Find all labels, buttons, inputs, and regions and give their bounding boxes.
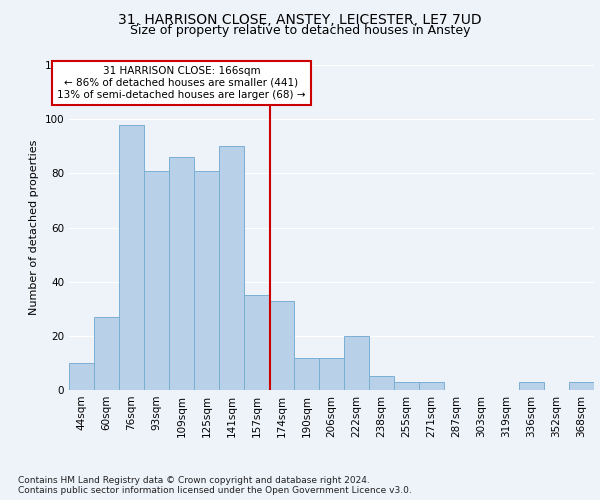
Bar [569,382,594,390]
Bar [69,363,94,390]
Bar [344,336,369,390]
Bar [169,157,194,390]
Bar [419,382,444,390]
Text: Size of property relative to detached houses in Anstey: Size of property relative to detached ho… [130,24,470,37]
Bar [319,358,344,390]
Bar [94,317,119,390]
Text: 31 HARRISON CLOSE: 166sqm
← 86% of detached houses are smaller (441)
13% of semi: 31 HARRISON CLOSE: 166sqm ← 86% of detac… [57,66,306,100]
Bar [369,376,394,390]
Bar [269,300,294,390]
Bar [244,295,269,390]
Text: Contains HM Land Registry data © Crown copyright and database right 2024.
Contai: Contains HM Land Registry data © Crown c… [18,476,412,495]
Bar [119,124,144,390]
Bar [519,382,544,390]
Bar [144,170,169,390]
Bar [194,170,219,390]
Text: 31, HARRISON CLOSE, ANSTEY, LEICESTER, LE7 7UD: 31, HARRISON CLOSE, ANSTEY, LEICESTER, L… [118,12,482,26]
Bar [294,358,319,390]
Bar [219,146,244,390]
Bar [394,382,419,390]
Y-axis label: Number of detached properties: Number of detached properties [29,140,39,315]
